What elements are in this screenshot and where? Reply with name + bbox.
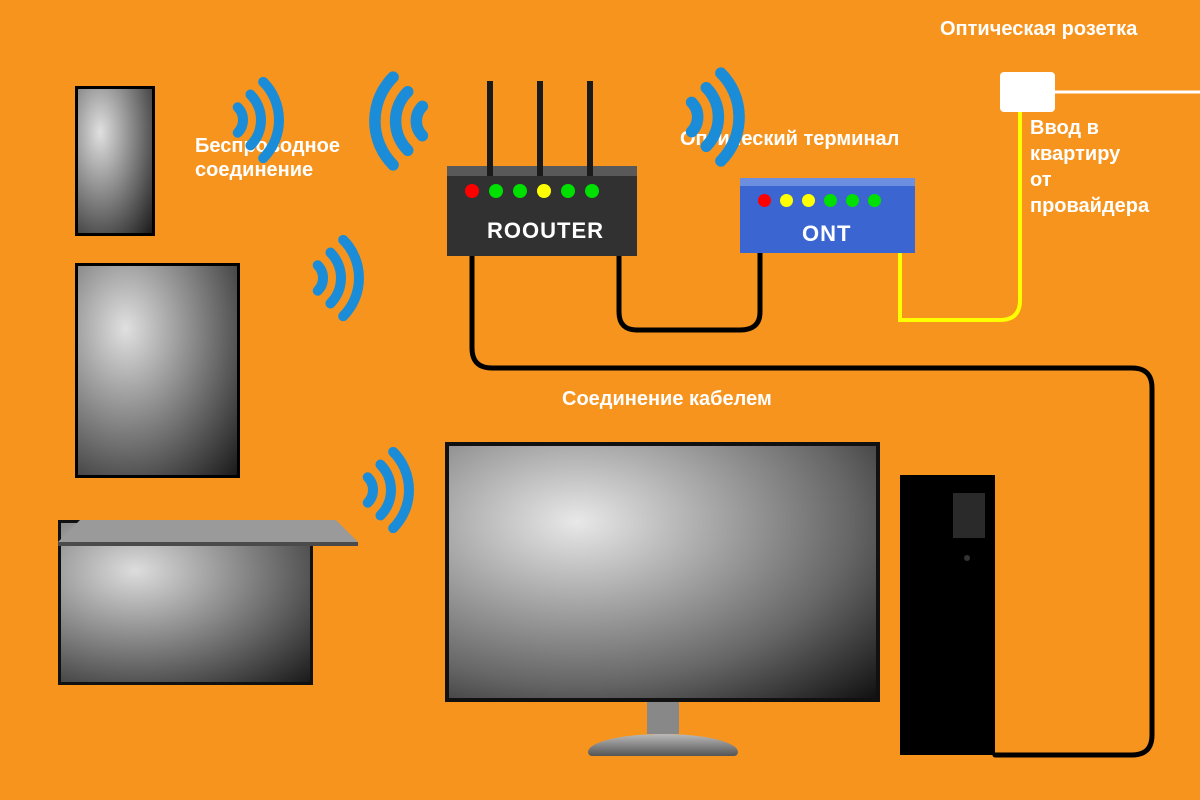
- label-cable-connection: Соединение кабелем: [562, 388, 772, 411]
- ont-device: ONT: [740, 178, 915, 253]
- ont-label: ONT: [802, 221, 851, 247]
- tablet-device: [75, 263, 240, 478]
- pc-tower: [900, 475, 995, 755]
- smartphone-device: [75, 86, 155, 236]
- label-optical-socket: Оптическая розетка: [940, 18, 1137, 41]
- monitor-device: [445, 442, 880, 756]
- label-provider-entry: Ввод в квартиру от провайдера: [1030, 115, 1149, 219]
- optical-socket: [1000, 72, 1055, 112]
- router-label: ROOUTER: [487, 218, 604, 244]
